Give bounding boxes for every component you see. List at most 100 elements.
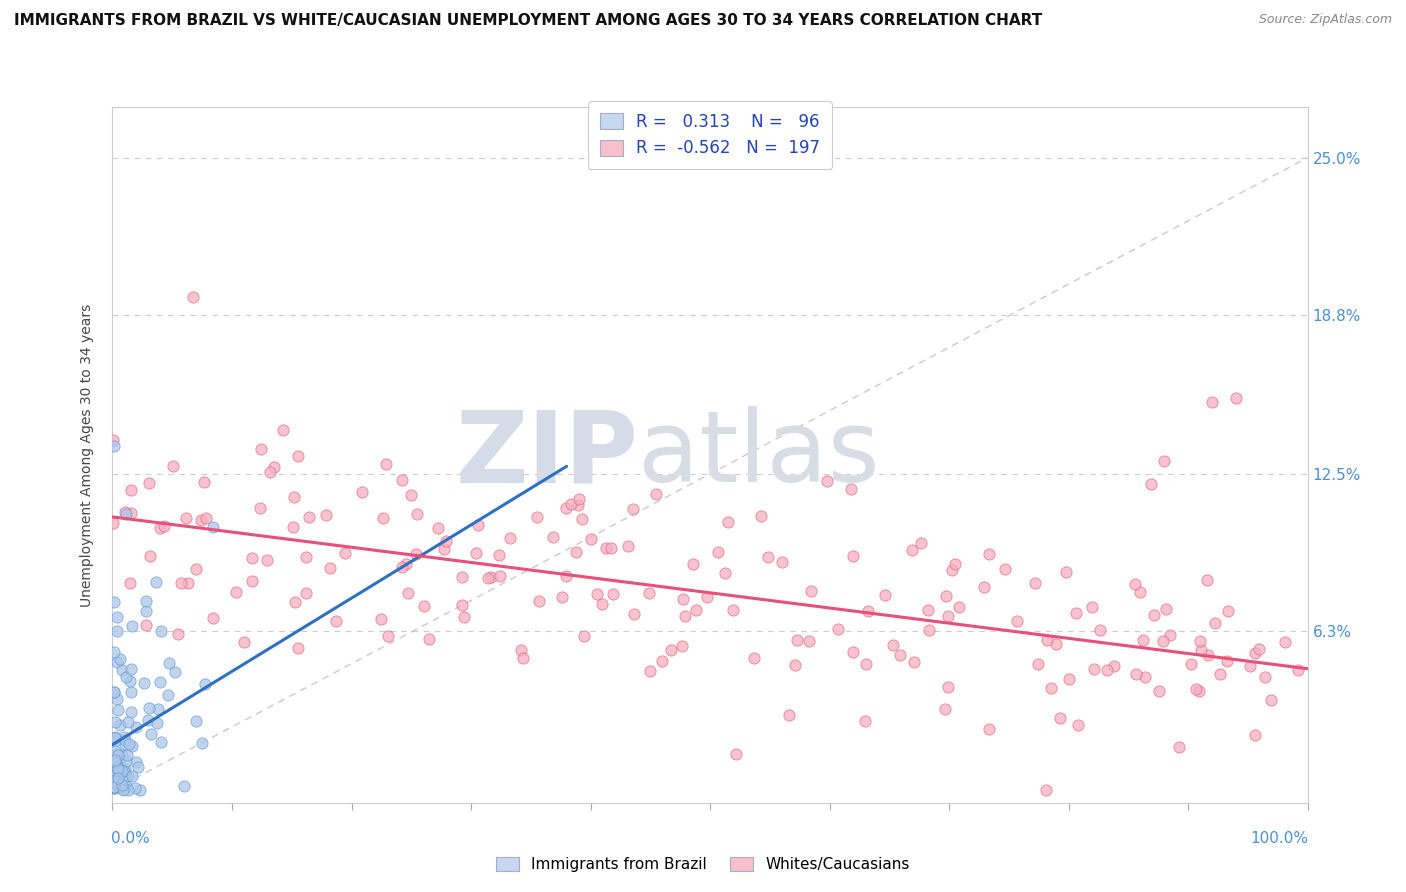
Point <box>1168 740 1191 755</box>
Point <box>120 507 142 521</box>
Point <box>450 598 472 612</box>
Point <box>579 532 602 546</box>
Point <box>104 731 127 745</box>
Point <box>509 643 531 657</box>
Point <box>162 458 184 473</box>
Point <box>638 586 661 600</box>
Point <box>325 615 347 629</box>
Point <box>725 747 748 762</box>
Point <box>103 780 125 794</box>
Point <box>148 521 170 535</box>
Point <box>107 761 129 775</box>
Point <box>315 508 337 522</box>
Point <box>979 722 1001 736</box>
Point <box>1185 681 1208 696</box>
Point <box>115 508 138 522</box>
Point <box>1288 663 1310 677</box>
Point <box>685 602 707 616</box>
Point <box>839 482 862 496</box>
Point <box>450 570 472 584</box>
Point <box>815 474 838 488</box>
Point <box>103 780 125 795</box>
Point <box>101 763 124 777</box>
Point <box>105 757 128 772</box>
Point <box>1039 681 1062 695</box>
Point <box>751 508 773 523</box>
Point <box>936 609 959 624</box>
Point <box>713 566 735 581</box>
Point <box>827 622 849 636</box>
Point <box>120 662 142 676</box>
Point <box>1054 565 1077 579</box>
Point <box>107 703 129 717</box>
Point <box>107 771 129 785</box>
Point <box>117 715 139 730</box>
Point <box>201 520 224 534</box>
Point <box>112 730 135 744</box>
Point <box>623 607 645 622</box>
Point <box>889 648 911 663</box>
Point <box>110 764 132 778</box>
Point <box>1188 684 1211 698</box>
Point <box>488 548 510 562</box>
Point <box>526 509 548 524</box>
Point <box>1153 454 1175 468</box>
Point <box>195 511 218 525</box>
Point <box>855 657 877 671</box>
Point <box>797 633 820 648</box>
Point <box>1133 670 1156 684</box>
Point <box>935 589 957 603</box>
Point <box>105 774 128 789</box>
Point <box>873 588 896 602</box>
Point <box>696 590 718 604</box>
Point <box>134 593 156 607</box>
Point <box>117 783 139 797</box>
Point <box>638 665 661 679</box>
Point <box>1088 624 1111 638</box>
Point <box>105 624 128 638</box>
Point <box>671 639 693 653</box>
Point <box>103 780 125 795</box>
Point <box>477 571 499 585</box>
Point <box>112 782 135 797</box>
Point <box>101 780 124 795</box>
Point <box>527 594 550 608</box>
Point <box>901 543 924 558</box>
Point <box>232 634 254 648</box>
Point <box>1216 604 1239 618</box>
Point <box>1216 654 1239 668</box>
Point <box>121 769 143 783</box>
Text: 100.0%: 100.0% <box>1251 830 1309 846</box>
Point <box>350 485 373 500</box>
Point <box>571 512 593 526</box>
Point <box>240 574 263 588</box>
Point <box>114 733 136 747</box>
Point <box>842 645 865 659</box>
Point <box>412 599 434 613</box>
Point <box>139 726 162 740</box>
Point <box>405 548 427 562</box>
Point <box>103 775 125 789</box>
Point <box>1260 692 1282 706</box>
Point <box>1140 477 1163 491</box>
Point <box>163 665 186 679</box>
Point <box>600 541 623 556</box>
Text: IMMIGRANTS FROM BRAZIL VS WHITE/CAUCASIAN UNEMPLOYMENT AMONG AGES 30 TO 34 YEARS: IMMIGRANTS FROM BRAZIL VS WHITE/CAUCASIA… <box>14 13 1042 29</box>
Point <box>138 701 160 715</box>
Point <box>136 713 159 727</box>
Point <box>717 515 740 529</box>
Point <box>498 531 520 545</box>
Point <box>707 545 730 559</box>
Point <box>370 612 392 626</box>
Point <box>1045 638 1067 652</box>
Point <box>104 778 127 792</box>
Point <box>616 539 638 553</box>
Point <box>112 783 135 797</box>
Point <box>110 718 132 732</box>
Point <box>565 544 588 558</box>
Point <box>149 675 172 690</box>
Point <box>1026 657 1049 672</box>
Point <box>568 492 591 507</box>
Point <box>550 590 572 604</box>
Point <box>373 510 395 524</box>
